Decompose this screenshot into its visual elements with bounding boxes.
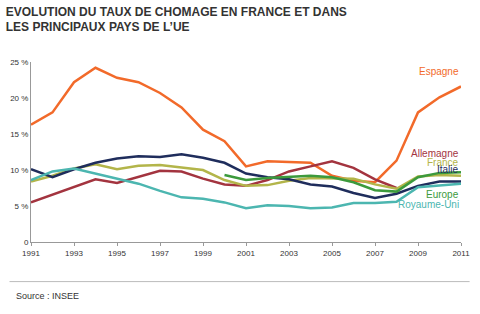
svg-text:France: France [427,157,459,168]
svg-text:2005: 2005 [323,249,341,258]
svg-text:Source : INSEE: Source : INSEE [16,291,79,301]
svg-text:Allemagne: Allemagne [411,148,459,159]
svg-text:2011: 2011 [452,249,470,258]
svg-text:1995: 1995 [108,249,126,258]
svg-text:25 %: 25 % [10,58,28,67]
svg-text:20 %: 20 % [10,94,28,103]
svg-text:Royaume-Uni: Royaume-Uni [398,199,459,210]
svg-text:2001: 2001 [237,249,255,258]
svg-text:Italie: Italie [437,164,459,175]
svg-text:Europe: Europe [426,189,459,200]
svg-text:1999: 1999 [194,249,212,258]
svg-text:2003: 2003 [280,249,298,258]
svg-text:2007: 2007 [366,249,384,258]
svg-text:15 %: 15 % [10,130,28,139]
svg-text:5 %: 5 % [15,202,29,211]
svg-text:EVOLUTION DU TAUX DE CHOMAGE E: EVOLUTION DU TAUX DE CHOMAGE EN FRANCE E… [6,5,347,35]
svg-text:2009: 2009 [409,249,427,258]
svg-text:10 %: 10 % [10,166,28,175]
svg-text:1993: 1993 [65,249,83,258]
svg-text:Espagne: Espagne [419,66,459,77]
svg-text:1991: 1991 [22,249,40,258]
svg-text:1997: 1997 [151,249,169,258]
svg-text:0: 0 [24,238,29,247]
